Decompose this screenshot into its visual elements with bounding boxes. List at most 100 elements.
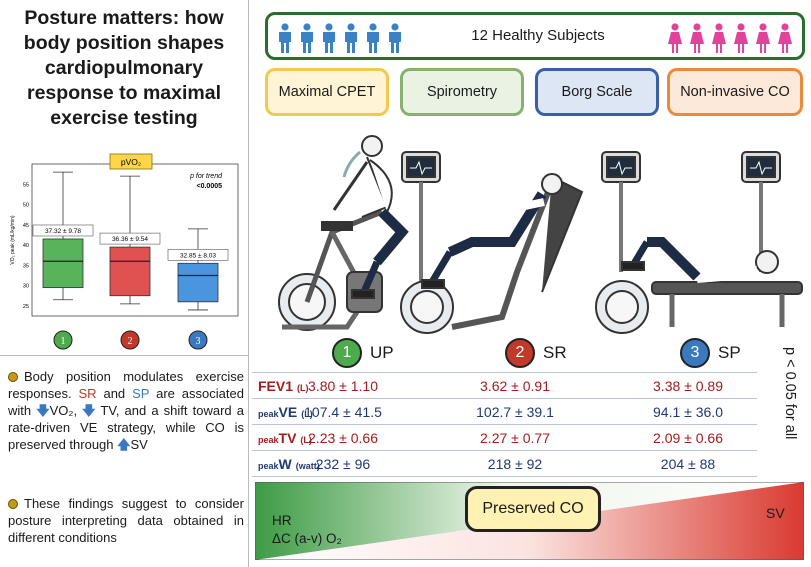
bullet-icon (8, 372, 18, 382)
row-separator (252, 476, 757, 477)
y-axis-label: VO₂ peak (mL/kg/min) (10, 215, 16, 265)
y-tick-label: 35 (23, 263, 29, 269)
box-group-2 (109, 246, 151, 297)
position-2-label: SR (543, 343, 567, 362)
finding-1: Body position modulates exercise respons… (8, 368, 244, 453)
avo2-label: ΔC (a-v) O₂ (272, 531, 342, 546)
y-tick-label: 45 (23, 223, 29, 229)
female-person-icon (754, 23, 772, 53)
table-cell: 204 ± 88 (660, 456, 716, 472)
y-ticks: 25 30 35 40 45 50 55 (23, 182, 29, 310)
row-name: FEV1 (258, 378, 294, 394)
position-1-badge: 1 (332, 338, 362, 368)
row-unit: (L) (300, 435, 312, 445)
row-label-peaktv: peakTV (L) (258, 430, 312, 446)
sr-label: SR (78, 386, 97, 401)
table-cell: 2.09 ± 0.66 (653, 430, 723, 446)
annotation-text: 36.36 ± 9.54 (112, 236, 148, 243)
arrow-up-icon: 🡅 (117, 437, 131, 452)
row-prefix: peak (258, 461, 279, 471)
position-2-header: 2 SR (505, 338, 567, 368)
male-person-icon (342, 23, 360, 53)
finding-1-text-3: TV, and a shift toward a rate-driven VE … (8, 403, 244, 452)
p-trend-note: p < 0.05 for all (760, 345, 800, 477)
row-label-fev1: FEV1 (L) (258, 378, 309, 394)
position-3-label: SP (718, 343, 741, 362)
table-cell: 107.4 ± 41.5 (304, 404, 382, 420)
y-tick-label: 55 (23, 182, 29, 188)
group-badge (120, 330, 140, 350)
vertical-divider (248, 0, 249, 567)
row-separator (252, 450, 757, 451)
position-1-label: UP (370, 343, 394, 362)
table-cell: 102.7 ± 39.1 (476, 404, 554, 420)
annotation-box (99, 232, 161, 245)
arrow-down-icon: 🡇 (36, 403, 50, 418)
box-group-1 (42, 238, 84, 289)
bullet-icon (8, 499, 18, 509)
y-tick-label: 30 (23, 284, 29, 290)
arrow-down-icon: 🡇 (82, 403, 96, 418)
row-unit: (L) (301, 409, 313, 419)
row-name: TV (278, 430, 297, 446)
male-person-icon (386, 23, 404, 53)
test-non-invasive-co: Non-invasive CO (667, 68, 803, 116)
position-2-badge: 2 (505, 338, 535, 368)
row-separator (252, 398, 757, 399)
pvo2-boxplot: 25 30 35 40 45 50 55 VO₂ peak (mL/kg/min) pVO₂… (10, 153, 239, 350)
box-group-3 (177, 262, 219, 303)
row-name: W (278, 456, 292, 472)
upright-bike-illustration (278, 135, 409, 331)
sp-label: SP (132, 386, 150, 401)
group-label: 3 (196, 336, 201, 347)
male-person-icon (298, 23, 316, 53)
table-cell: 2.27 ± 0.77 (480, 430, 550, 446)
finding-2-text: These findings suggest to consider postu… (8, 496, 244, 545)
row-unit: (L) (297, 383, 309, 393)
table-cell: 232 ± 96 (315, 456, 371, 472)
subjects-label: 12 Healthy Subjects (471, 27, 605, 44)
trend-label: p for trend (189, 173, 223, 180)
test-spirometry: Spirometry (400, 68, 524, 116)
group-label: 1 (61, 336, 66, 347)
male-person-icon (364, 23, 382, 53)
table-cell: 3.62 ± 0.91 (480, 378, 550, 394)
svg-text:p < 0.05 for all: p < 0.05 for all (782, 347, 798, 439)
male-person-icon (320, 23, 338, 53)
subjects-box: 12 Healthy Subjects (265, 12, 805, 60)
y-tick-label: 40 (23, 243, 29, 249)
position-1-header: 1 UP (332, 338, 394, 368)
supine-illustration (595, 151, 803, 334)
row-separator (252, 372, 757, 373)
semi-recumbent-illustration (400, 151, 584, 334)
row-label-peakve: peakVE (L) (258, 404, 313, 420)
page-title: Posture matters: how body position shape… (23, 7, 225, 129)
row-prefix: peak (258, 435, 279, 445)
finding-1-text: Body position modulates exercise respons… (8, 369, 244, 401)
group-badge (53, 330, 73, 350)
female-person-icon (732, 23, 750, 53)
finding-1-text-2: are associated with (8, 386, 244, 418)
female-person-icon (776, 23, 794, 53)
table-cell: 2.23 ± 0.66 (308, 430, 378, 446)
test-borg-scale: Borg Scale (535, 68, 659, 116)
vo2-label: VO₂, (49, 403, 78, 418)
y-tick-label: 25 (23, 304, 29, 310)
group-badge (188, 330, 208, 350)
sv-bottom-label: SV (766, 505, 785, 521)
posture-illustration (278, 135, 803, 334)
female-person-icon (710, 23, 728, 53)
position-3-header: 3 SP (680, 338, 741, 368)
row-unit: (watt) (295, 461, 320, 471)
trend-value: <0.0005 (197, 183, 223, 190)
sv-label: SV (130, 437, 148, 452)
annotation-box (167, 249, 229, 261)
row-separator (252, 424, 757, 425)
hr-label: HR (272, 513, 292, 528)
row-name: VE (278, 404, 298, 420)
female-person-icon (666, 23, 684, 53)
y-tick-label: 50 (23, 203, 29, 209)
finding-2: These findings suggest to consider postu… (8, 495, 244, 546)
finding-1-and: and (103, 386, 126, 401)
test-cpet: Maximal CPET (265, 68, 389, 116)
